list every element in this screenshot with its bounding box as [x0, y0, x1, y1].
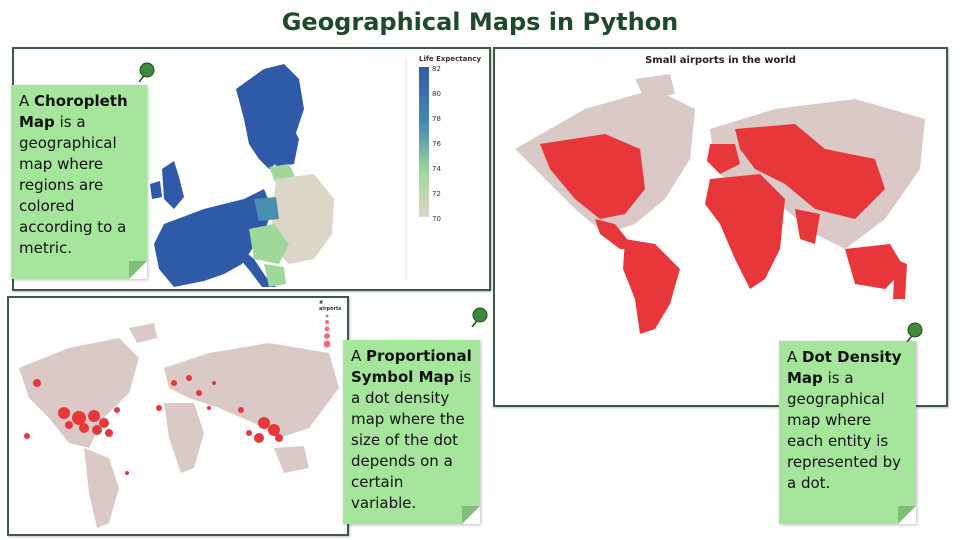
note-term: Dot Density Map — [787, 348, 902, 387]
pushpin-icon — [471, 307, 488, 327]
legend-tick: 74 — [432, 165, 441, 173]
note-prefix: A — [19, 92, 35, 110]
note-text: is a geographical map where regions are … — [19, 113, 127, 257]
legend-tick: 76 — [432, 140, 441, 148]
legend-tick: 80 — [432, 90, 441, 98]
page-curl-icon — [898, 506, 916, 524]
page-title: Geographical Maps in Python — [281, 8, 679, 36]
note-term: Proportional Symbol Map — [351, 347, 472, 386]
legend-tick: 82 — [432, 65, 441, 73]
note-prefix: A — [351, 347, 367, 365]
legend-tick: 70 — [432, 215, 441, 223]
world-proportional-map — [19, 314, 339, 528]
note-text: is a geographical map where each entity … — [787, 369, 902, 492]
page-curl-icon — [129, 261, 147, 279]
dot-density-map-panel: Small airports in the world — [493, 47, 948, 407]
proportional-note: A Proportional Symbol Map is a dot densi… — [343, 340, 480, 524]
dot-density-note: A Dot Density Map is a geographical map … — [779, 341, 916, 524]
note-term: Choropleth Map — [19, 92, 128, 131]
choropleth-note: A Choropleth Map is a geographical map w… — [11, 85, 147, 279]
legend-tick: 72 — [432, 190, 441, 198]
legend-title: # airports — [319, 300, 342, 312]
pushpin-icon — [138, 62, 155, 82]
europe-choropleth-map — [150, 59, 429, 287]
page-curl-icon — [462, 506, 480, 524]
note-text: is a dot density map where the size of t… — [351, 368, 472, 512]
legend-title: Life Expectancy — [419, 55, 482, 63]
proportional-symbol-map-panel: # airports — [7, 296, 349, 536]
world-dot-density-map — [515, 74, 925, 334]
map-title: Small airports in the world — [645, 55, 796, 66]
legend-tick: 78 — [432, 115, 441, 123]
note-prefix: A — [787, 348, 803, 366]
pushpin-icon — [906, 322, 923, 342]
